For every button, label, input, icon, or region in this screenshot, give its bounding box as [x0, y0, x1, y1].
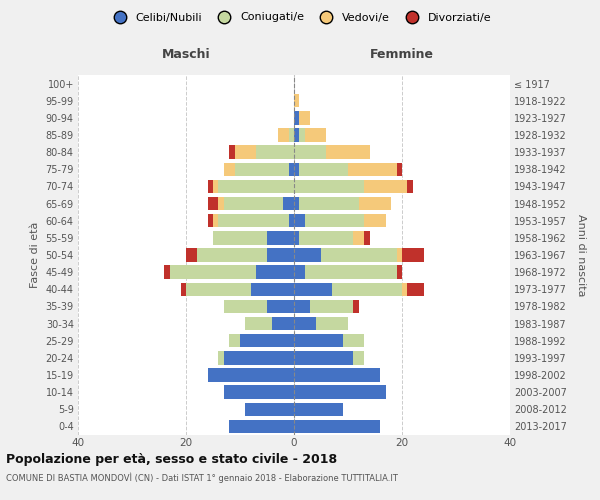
Bar — [326, 146, 370, 159]
Bar — [267, 300, 294, 313]
Bar — [402, 282, 407, 296]
Bar — [364, 231, 370, 244]
Bar — [218, 214, 289, 228]
Bar — [289, 162, 294, 176]
Bar — [294, 180, 364, 193]
Bar — [343, 334, 364, 347]
Text: Popolazione per età, sesso e stato civile - 2018: Popolazione per età, sesso e stato civil… — [6, 452, 337, 466]
Bar — [218, 197, 224, 210]
Bar — [224, 351, 294, 364]
Bar — [208, 368, 294, 382]
Bar — [218, 351, 224, 364]
Bar — [294, 317, 316, 330]
Bar — [218, 180, 294, 193]
Bar — [213, 214, 218, 228]
Bar — [294, 266, 305, 279]
Text: Maschi: Maschi — [161, 48, 211, 62]
Bar — [397, 266, 402, 279]
Bar — [245, 402, 294, 416]
Y-axis label: Fasce di età: Fasce di età — [30, 222, 40, 288]
Bar — [224, 300, 267, 313]
Bar — [353, 351, 364, 364]
Bar — [310, 300, 353, 313]
Bar — [235, 146, 256, 159]
Bar — [208, 197, 218, 210]
Bar — [294, 214, 305, 228]
Bar — [181, 282, 186, 296]
Bar — [305, 266, 397, 279]
Bar — [353, 231, 364, 244]
Bar — [294, 402, 343, 416]
Bar — [186, 248, 197, 262]
Bar — [294, 197, 299, 210]
Text: COMUNE DI BASTIA MONDOVÌ (CN) - Dati ISTAT 1° gennaio 2018 - Elaborazione TUTTIT: COMUNE DI BASTIA MONDOVÌ (CN) - Dati IST… — [6, 472, 398, 483]
Bar — [397, 248, 402, 262]
Bar — [256, 146, 294, 159]
Bar — [235, 162, 289, 176]
Bar — [278, 128, 289, 141]
Bar — [283, 197, 294, 210]
Bar — [294, 162, 299, 176]
Bar — [299, 128, 305, 141]
Bar — [170, 266, 256, 279]
Bar — [208, 180, 213, 193]
Bar — [267, 248, 294, 262]
Bar — [348, 162, 397, 176]
Bar — [294, 231, 299, 244]
Bar — [332, 282, 402, 296]
Bar — [224, 162, 235, 176]
Bar — [229, 420, 294, 433]
Bar — [197, 248, 267, 262]
Bar — [224, 386, 294, 399]
Bar — [294, 368, 380, 382]
Bar — [294, 386, 386, 399]
Bar — [256, 266, 294, 279]
Bar — [294, 248, 321, 262]
Bar — [294, 111, 299, 124]
Bar — [402, 248, 424, 262]
Bar — [294, 351, 353, 364]
Bar — [407, 180, 413, 193]
Bar — [321, 248, 397, 262]
Bar — [294, 300, 310, 313]
Bar — [164, 266, 170, 279]
Bar — [299, 162, 348, 176]
Bar — [299, 111, 310, 124]
Bar — [305, 214, 364, 228]
Bar — [353, 300, 359, 313]
Y-axis label: Anni di nascita: Anni di nascita — [577, 214, 586, 296]
Bar — [245, 317, 272, 330]
Bar — [294, 94, 299, 108]
Bar — [299, 197, 359, 210]
Bar — [229, 334, 240, 347]
Bar — [213, 231, 267, 244]
Bar — [364, 180, 407, 193]
Bar — [294, 420, 380, 433]
Bar — [251, 282, 294, 296]
Bar — [294, 334, 343, 347]
Bar — [359, 197, 391, 210]
Bar — [294, 128, 299, 141]
Bar — [289, 214, 294, 228]
Bar — [213, 180, 218, 193]
Bar — [224, 197, 283, 210]
Legend: Celibi/Nubili, Coniugati/e, Vedovi/e, Divorziati/e: Celibi/Nubili, Coniugati/e, Vedovi/e, Di… — [104, 8, 496, 27]
Bar — [299, 231, 353, 244]
Bar — [407, 282, 424, 296]
Bar — [305, 128, 326, 141]
Bar — [272, 317, 294, 330]
Bar — [397, 162, 402, 176]
Bar — [289, 128, 294, 141]
Bar — [186, 282, 251, 296]
Bar — [294, 282, 332, 296]
Bar — [267, 231, 294, 244]
Bar — [208, 214, 213, 228]
Bar — [229, 146, 235, 159]
Bar — [294, 146, 326, 159]
Bar — [316, 317, 348, 330]
Bar — [240, 334, 294, 347]
Bar — [364, 214, 386, 228]
Text: Femmine: Femmine — [370, 48, 434, 62]
